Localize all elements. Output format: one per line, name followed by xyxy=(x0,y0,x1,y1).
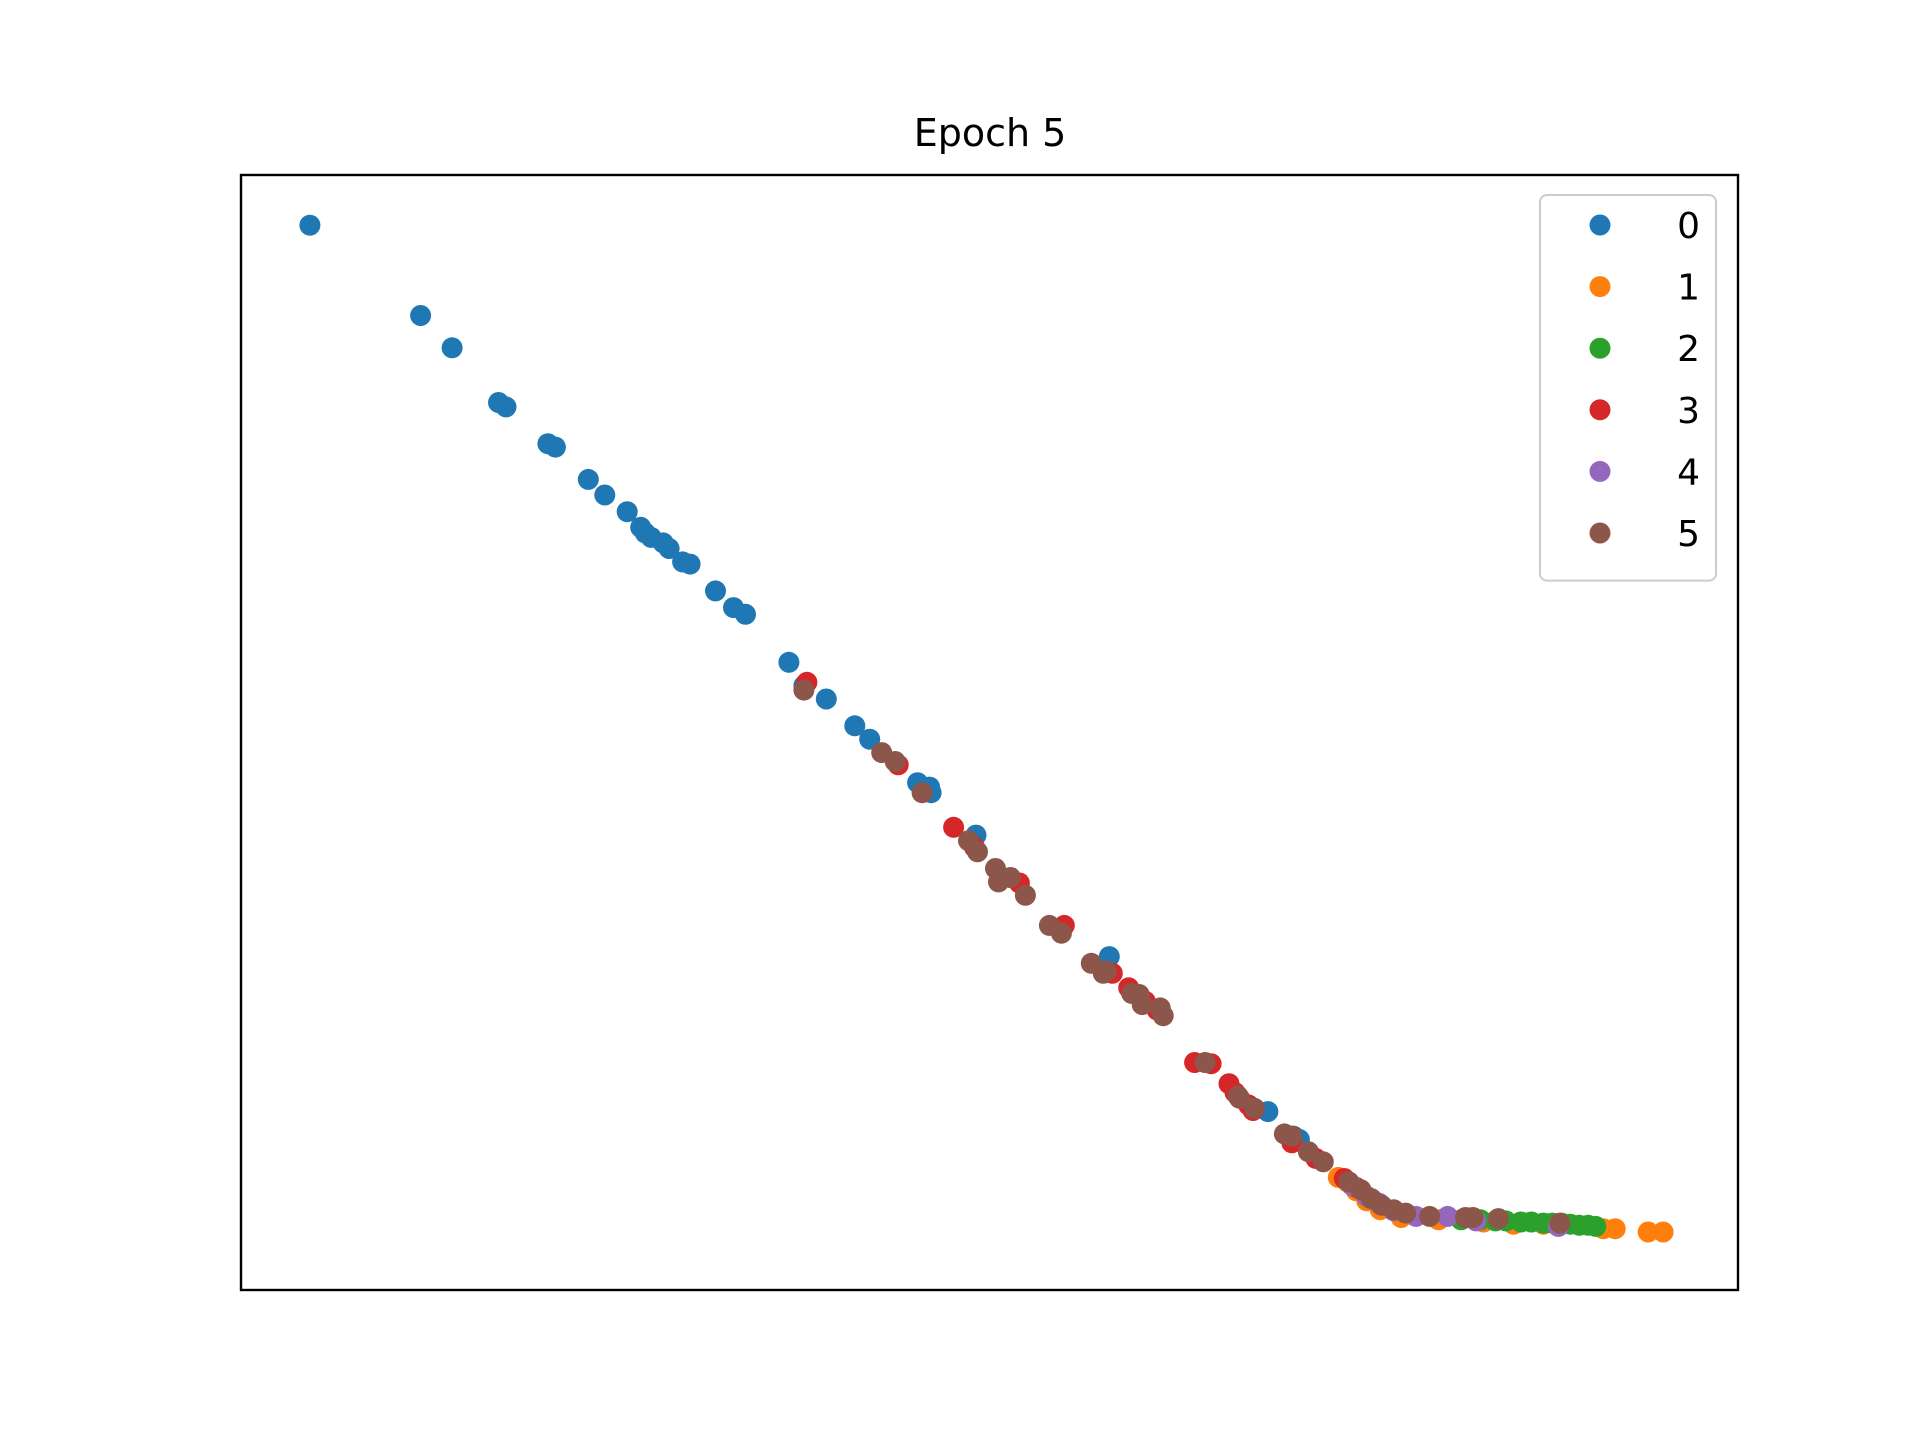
plot-frame xyxy=(239,173,1740,1292)
legend-item-0: 0 xyxy=(1589,206,1700,247)
point-series-5-0 xyxy=(793,679,815,701)
point-series-4-5 xyxy=(1437,1205,1459,1227)
point-series-5-5 xyxy=(967,841,988,863)
legend-marker-0 xyxy=(1589,214,1611,236)
point-series-0-24 xyxy=(859,728,881,750)
point-series-0-14 xyxy=(658,538,680,559)
legend-marker-5 xyxy=(1589,522,1611,544)
point-series-5-23 xyxy=(1244,1097,1265,1119)
point-series-0-0 xyxy=(299,214,321,236)
legend-label-0: 0 xyxy=(1677,206,1700,247)
legend-marker-4 xyxy=(1589,460,1611,482)
point-series-5-27 xyxy=(1312,1151,1334,1173)
legend-item-1: 1 xyxy=(1589,268,1700,309)
legend-item-4: 4 xyxy=(1589,452,1700,493)
legend-marker-1 xyxy=(1589,276,1611,298)
legend-label-5: 5 xyxy=(1677,514,1700,555)
point-series-5-34 xyxy=(1419,1205,1441,1227)
chart-title: Epoch 5 xyxy=(914,111,1067,155)
legend-item-5: 5 xyxy=(1589,514,1700,555)
legend-label-4: 4 xyxy=(1677,452,1700,493)
point-series-0-9 xyxy=(616,501,638,523)
points-layer xyxy=(299,214,1674,1243)
point-series-5-19 xyxy=(1152,1005,1174,1027)
legend-label-1: 1 xyxy=(1677,268,1700,309)
legend-box xyxy=(1539,194,1717,582)
point-series-5-20 xyxy=(1194,1052,1216,1073)
point-series-5-11 xyxy=(1050,922,1072,944)
point-series-0-22 xyxy=(815,688,837,710)
legend-item-2: 2 xyxy=(1589,329,1700,370)
point-series-0-16 xyxy=(679,553,701,575)
point-series-0-19 xyxy=(735,603,756,625)
point-series-5-14 xyxy=(1095,960,1117,982)
series-5 xyxy=(793,679,1571,1234)
legend-label-3: 3 xyxy=(1677,391,1700,432)
legend-marker-2 xyxy=(1589,337,1611,359)
legend-marker-3 xyxy=(1589,399,1611,421)
point-series-1-13 xyxy=(1652,1221,1674,1243)
point-series-0-8 xyxy=(594,484,616,506)
point-series-5-33 xyxy=(1395,1202,1417,1224)
point-series-0-23 xyxy=(844,715,866,737)
point-series-5-2 xyxy=(884,751,906,772)
point-series-0-6 xyxy=(544,436,566,458)
point-series-0-4 xyxy=(495,396,517,418)
point-series-5-25 xyxy=(1281,1125,1303,1147)
point-series-1-12 xyxy=(1637,1221,1659,1243)
point-series-5-36 xyxy=(1462,1207,1484,1228)
point-series-5-3 xyxy=(911,782,933,804)
point-series-1-11 xyxy=(1604,1218,1626,1240)
point-series-5-26 xyxy=(1297,1141,1319,1163)
point-series-0-7 xyxy=(577,468,599,490)
point-series-0-1 xyxy=(410,305,432,326)
point-series-5-37 xyxy=(1488,1208,1509,1230)
legend: 0 1 2 3 4 5 xyxy=(1539,194,1717,582)
point-series-0-17 xyxy=(705,580,726,602)
point-series-5-38 xyxy=(1549,1212,1571,1234)
point-series-5-17 xyxy=(1131,994,1153,1016)
point-series-2-12 xyxy=(1585,1215,1607,1237)
point-series-3-2 xyxy=(943,816,965,838)
point-series-5-9 xyxy=(1014,884,1036,906)
point-series-0-20 xyxy=(778,651,800,673)
point-series-0-2 xyxy=(441,337,463,359)
legend-item-3: 3 xyxy=(1589,391,1700,432)
legend-label-2: 2 xyxy=(1677,329,1700,370)
point-series-5-8 xyxy=(1000,867,1021,888)
point-series-5-22 xyxy=(1229,1087,1250,1109)
